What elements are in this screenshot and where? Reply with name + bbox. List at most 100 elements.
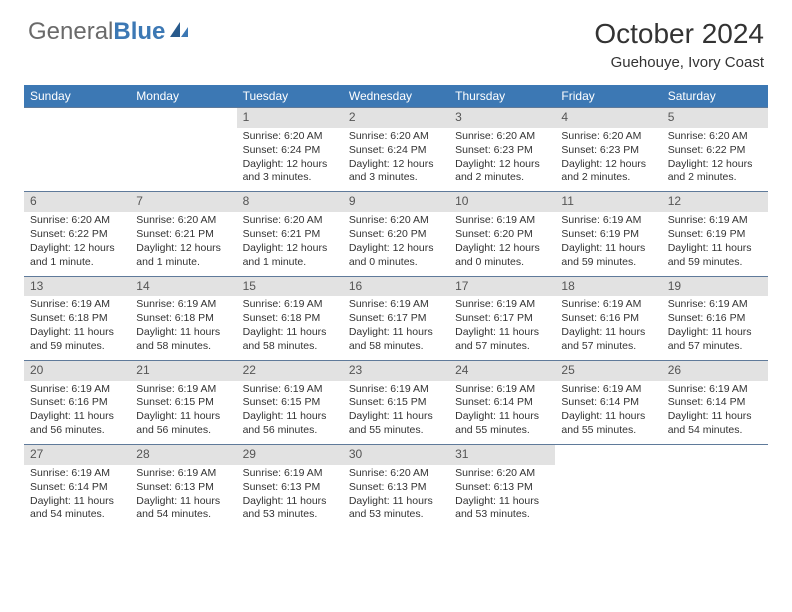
- day-header: Thursday: [449, 85, 555, 108]
- day-number: 26: [662, 361, 768, 381]
- daylight-text: Daylight: 11 hours and 55 minutes.: [349, 410, 443, 438]
- calendar-cell: 25Sunrise: 6:19 AMSunset: 6:14 PMDayligh…: [555, 360, 661, 444]
- day-number: 21: [130, 361, 236, 381]
- daylight-text: Daylight: 11 hours and 56 minutes.: [243, 410, 337, 438]
- sunrise-text: Sunrise: 6:19 AM: [455, 298, 549, 312]
- daylight-text: Daylight: 12 hours and 0 minutes.: [349, 242, 443, 270]
- sunset-text: Sunset: 6:20 PM: [349, 228, 443, 242]
- daylight-text: Daylight: 11 hours and 57 minutes.: [668, 326, 762, 354]
- calendar-cell: 24Sunrise: 6:19 AMSunset: 6:14 PMDayligh…: [449, 360, 555, 444]
- sunset-text: Sunset: 6:22 PM: [668, 144, 762, 158]
- sunrise-text: Sunrise: 6:19 AM: [30, 383, 124, 397]
- sunset-text: Sunset: 6:22 PM: [30, 228, 124, 242]
- day-number: 10: [449, 192, 555, 212]
- day-details: Sunrise: 6:19 AMSunset: 6:19 PMDaylight:…: [555, 212, 661, 269]
- sunset-text: Sunset: 6:16 PM: [561, 312, 655, 326]
- day-number: 17: [449, 277, 555, 297]
- sunrise-text: Sunrise: 6:20 AM: [243, 130, 337, 144]
- calendar-cell: 26Sunrise: 6:19 AMSunset: 6:14 PMDayligh…: [662, 360, 768, 444]
- sunset-text: Sunset: 6:18 PM: [136, 312, 230, 326]
- calendar-cell: 3Sunrise: 6:20 AMSunset: 6:23 PMDaylight…: [449, 108, 555, 192]
- calendar-cell: 29Sunrise: 6:19 AMSunset: 6:13 PMDayligh…: [237, 445, 343, 529]
- calendar-cell: 19Sunrise: 6:19 AMSunset: 6:16 PMDayligh…: [662, 276, 768, 360]
- title-block: October 2024 Guehouye, Ivory Coast: [594, 18, 764, 71]
- calendar-cell: 2Sunrise: 6:20 AMSunset: 6:24 PMDaylight…: [343, 108, 449, 192]
- sunset-text: Sunset: 6:19 PM: [561, 228, 655, 242]
- daylight-text: Daylight: 11 hours and 53 minutes.: [455, 495, 549, 523]
- day-details: Sunrise: 6:19 AMSunset: 6:18 PMDaylight:…: [237, 296, 343, 353]
- day-details: Sunrise: 6:20 AMSunset: 6:13 PMDaylight:…: [343, 465, 449, 522]
- daylight-text: Daylight: 12 hours and 3 minutes.: [349, 158, 443, 186]
- day-details: Sunrise: 6:20 AMSunset: 6:24 PMDaylight:…: [237, 128, 343, 185]
- day-number: 14: [130, 277, 236, 297]
- day-number: 4: [555, 108, 661, 128]
- sunrise-text: Sunrise: 6:19 AM: [136, 467, 230, 481]
- calendar-cell: [555, 445, 661, 529]
- daylight-text: Daylight: 12 hours and 2 minutes.: [455, 158, 549, 186]
- calendar-cell: [662, 445, 768, 529]
- calendar-cell: 17Sunrise: 6:19 AMSunset: 6:17 PMDayligh…: [449, 276, 555, 360]
- calendar-cell: 14Sunrise: 6:19 AMSunset: 6:18 PMDayligh…: [130, 276, 236, 360]
- day-details: Sunrise: 6:19 AMSunset: 6:17 PMDaylight:…: [449, 296, 555, 353]
- day-number: 23: [343, 361, 449, 381]
- sunset-text: Sunset: 6:13 PM: [349, 481, 443, 495]
- sunset-text: Sunset: 6:20 PM: [455, 228, 549, 242]
- day-number: 12: [662, 192, 768, 212]
- calendar-cell: [24, 108, 130, 192]
- calendar-cell: 12Sunrise: 6:19 AMSunset: 6:19 PMDayligh…: [662, 192, 768, 276]
- day-number: 1: [237, 108, 343, 128]
- calendar-week: 1Sunrise: 6:20 AMSunset: 6:24 PMDaylight…: [24, 108, 768, 192]
- daylight-text: Daylight: 11 hours and 58 minutes.: [349, 326, 443, 354]
- daylight-text: Daylight: 11 hours and 56 minutes.: [30, 410, 124, 438]
- sunrise-text: Sunrise: 6:19 AM: [136, 383, 230, 397]
- sunset-text: Sunset: 6:14 PM: [30, 481, 124, 495]
- sunset-text: Sunset: 6:23 PM: [455, 144, 549, 158]
- daylight-text: Daylight: 12 hours and 1 minute.: [30, 242, 124, 270]
- day-header: Tuesday: [237, 85, 343, 108]
- calendar-cell: 21Sunrise: 6:19 AMSunset: 6:15 PMDayligh…: [130, 360, 236, 444]
- day-details: Sunrise: 6:19 AMSunset: 6:14 PMDaylight:…: [555, 381, 661, 438]
- day-details: Sunrise: 6:19 AMSunset: 6:14 PMDaylight:…: [449, 381, 555, 438]
- calendar-cell: 8Sunrise: 6:20 AMSunset: 6:21 PMDaylight…: [237, 192, 343, 276]
- sunrise-text: Sunrise: 6:20 AM: [349, 130, 443, 144]
- logo-sail-icon: [168, 20, 190, 45]
- day-details: Sunrise: 6:19 AMSunset: 6:19 PMDaylight:…: [662, 212, 768, 269]
- day-number: 18: [555, 277, 661, 297]
- sunset-text: Sunset: 6:18 PM: [243, 312, 337, 326]
- sunrise-text: Sunrise: 6:19 AM: [349, 298, 443, 312]
- calendar-cell: 13Sunrise: 6:19 AMSunset: 6:18 PMDayligh…: [24, 276, 130, 360]
- day-header: Monday: [130, 85, 236, 108]
- daylight-text: Daylight: 12 hours and 3 minutes.: [243, 158, 337, 186]
- sunset-text: Sunset: 6:14 PM: [668, 396, 762, 410]
- location-label: Guehouye, Ivory Coast: [594, 54, 764, 71]
- day-number: 11: [555, 192, 661, 212]
- sunrise-text: Sunrise: 6:20 AM: [349, 467, 443, 481]
- daylight-text: Daylight: 11 hours and 55 minutes.: [455, 410, 549, 438]
- day-number: 2: [343, 108, 449, 128]
- day-number: 3: [449, 108, 555, 128]
- day-header: Wednesday: [343, 85, 449, 108]
- calendar-week: 20Sunrise: 6:19 AMSunset: 6:16 PMDayligh…: [24, 360, 768, 444]
- sunrise-text: Sunrise: 6:19 AM: [455, 214, 549, 228]
- day-number: 5: [662, 108, 768, 128]
- sunrise-text: Sunrise: 6:19 AM: [243, 467, 337, 481]
- sunrise-text: Sunrise: 6:19 AM: [30, 467, 124, 481]
- page-title: October 2024: [594, 18, 764, 50]
- calendar-cell: 4Sunrise: 6:20 AMSunset: 6:23 PMDaylight…: [555, 108, 661, 192]
- daylight-text: Daylight: 11 hours and 59 minutes.: [30, 326, 124, 354]
- daylight-text: Daylight: 12 hours and 2 minutes.: [668, 158, 762, 186]
- day-number: 8: [237, 192, 343, 212]
- daylight-text: Daylight: 12 hours and 1 minute.: [136, 242, 230, 270]
- sunset-text: Sunset: 6:15 PM: [349, 396, 443, 410]
- day-number: 13: [24, 277, 130, 297]
- calendar-week: 6Sunrise: 6:20 AMSunset: 6:22 PMDaylight…: [24, 192, 768, 276]
- daylight-text: Daylight: 12 hours and 1 minute.: [243, 242, 337, 270]
- daylight-text: Daylight: 11 hours and 54 minutes.: [668, 410, 762, 438]
- calendar-cell: 28Sunrise: 6:19 AMSunset: 6:13 PMDayligh…: [130, 445, 236, 529]
- day-details: Sunrise: 6:20 AMSunset: 6:21 PMDaylight:…: [130, 212, 236, 269]
- sunset-text: Sunset: 6:21 PM: [243, 228, 337, 242]
- calendar-cell: 6Sunrise: 6:20 AMSunset: 6:22 PMDaylight…: [24, 192, 130, 276]
- day-details: Sunrise: 6:19 AMSunset: 6:14 PMDaylight:…: [662, 381, 768, 438]
- day-number: 30: [343, 445, 449, 465]
- sunrise-text: Sunrise: 6:20 AM: [668, 130, 762, 144]
